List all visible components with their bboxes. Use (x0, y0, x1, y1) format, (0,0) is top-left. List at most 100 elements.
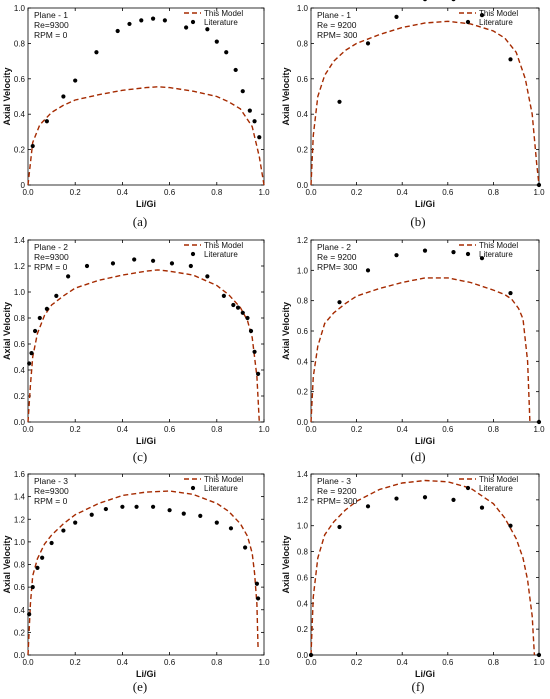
x-tick-label: 0.6 (164, 658, 176, 667)
x-tick-label: 0.0 (22, 658, 34, 667)
y-tick-label: 0.6 (14, 340, 26, 349)
annotation-text: RPM= 300 (317, 30, 358, 40)
annotation-text: RPM = 0 (34, 262, 68, 272)
y-tick-label: 0.8 (297, 297, 309, 306)
literature-point (61, 94, 66, 99)
x-tick-label: 0.2 (351, 658, 363, 667)
literature-point (423, 0, 427, 2)
literature-point (243, 545, 248, 550)
y-tick-label: 1.2 (14, 515, 26, 524)
y-tick-label: 1.0 (14, 288, 26, 297)
literature-point (508, 523, 513, 528)
literature-point (394, 14, 399, 19)
plot-frame (310, 7, 540, 186)
y-tick-label: 0.6 (297, 573, 309, 582)
chart-panel-e: 0.0 0.2 0.4 0.6 0.8 1.0 0.0 0.2 0.4 0.6 0.8 1.0 1.2 1… (2, 470, 270, 679)
y-axis-title: Axial Velocity (281, 302, 291, 360)
literature-point (252, 349, 257, 354)
chart-panel-a: 0.0 0.2 0.4 0.6 0.8 1.0 0 0.2 0.4 0.6 0.8 1.0 Li/Gi A… (2, 4, 270, 209)
y-tick-label: 0.4 (14, 606, 26, 615)
literature-point (422, 248, 428, 253)
y-tick-label: 0.0 (14, 418, 26, 427)
chart-panel-b: 0.0 0.2 0.4 0.6 0.8 1.0 0.0 0.2 0.4 0.6 0.8 1.0 Li/G… (281, 0, 545, 209)
literature-point (181, 511, 186, 516)
literature-point (536, 419, 542, 425)
legend-label: This Model (479, 241, 518, 250)
annotation-text: RPM = 0 (34, 496, 68, 506)
annotation-text: Re=9300 (34, 486, 69, 496)
chart-panel-f: 0.0 0.2 0.4 0.6 0.8 1.0 0.0 0.2 0.4 0.6 0.8 1.0 1.2 1… (281, 470, 545, 679)
literature-point (365, 268, 371, 273)
annotation-text: Re = 9200 (317, 486, 357, 496)
annotation-text: Re = 9200 (317, 20, 357, 30)
annotation-text: Plane - 1 (317, 10, 351, 20)
literature-point (451, 250, 456, 255)
y-tick-label: 1.0 (297, 4, 309, 13)
series-line-this-model (310, 479, 536, 656)
literature-point (254, 581, 260, 586)
legend-label: This Model (204, 9, 243, 18)
x-tick-label: 0.8 (211, 658, 223, 667)
x-tick-label: 1.0 (533, 658, 545, 667)
y-axis-title: Axial Velocity (2, 302, 12, 360)
literature-point (134, 504, 139, 509)
series-line-this-model (310, 20, 540, 186)
annotation-text: Re=9300 (34, 20, 69, 30)
x-tick-label: 0.6 (442, 188, 454, 197)
legend-label: Literature (479, 18, 513, 27)
literature-point (205, 27, 210, 32)
y-tick-label: 0.0 (297, 181, 309, 190)
literature-point (536, 652, 542, 658)
y-tick-label: 0.2 (297, 146, 309, 155)
y-tick-label: 1.0 (297, 522, 309, 531)
x-tick-label: 1.0 (258, 188, 270, 197)
x-axis-title: Li/Gi (136, 199, 156, 209)
literature-point (30, 143, 35, 149)
y-tick-label: 0.4 (297, 357, 309, 366)
literature-point (365, 504, 371, 509)
literature-point (150, 504, 156, 509)
legend-label: Literature (204, 18, 238, 27)
x-tick-label: 0.0 (305, 188, 317, 197)
literature-point (394, 253, 399, 258)
x-tick-label: 0.6 (164, 425, 176, 434)
literature-point (27, 612, 32, 617)
y-tick-label: 0.2 (297, 625, 309, 634)
annotation-text: RPM= 300 (317, 262, 358, 272)
literature-point (337, 300, 342, 305)
literature-point (150, 258, 156, 263)
x-tick-label: 0.2 (70, 658, 82, 667)
x-tick-label: 0.8 (488, 658, 500, 667)
legend-dot-swatch (465, 251, 471, 257)
panel-caption-a: (a) (132, 214, 148, 229)
y-tick-label: 0.0 (297, 418, 309, 427)
x-tick-label: 0.8 (211, 188, 223, 197)
y-tick-label: 0.0 (14, 651, 26, 660)
y-axis-title: Axial Velocity (2, 535, 12, 593)
literature-point (110, 261, 116, 266)
series-line-this-model (27, 86, 265, 186)
legend-dot-swatch (190, 19, 196, 25)
x-tick-label: 0.8 (211, 425, 223, 434)
y-axis-title: Axial Velocity (281, 67, 291, 125)
chart-panel-d: 0.0 0.2 0.4 0.6 0.8 1.0 0.0 0.2 0.4 0.6 0.8 1.0 1.2 L… (281, 236, 545, 446)
annotation-text: Plane - 1 (34, 10, 68, 20)
panel-caption-d: (d) (410, 449, 426, 464)
literature-point (479, 256, 485, 261)
literature-point (337, 524, 342, 530)
literature-point (240, 310, 245, 315)
legend-label: Literature (479, 484, 513, 493)
y-tick-label: 0.6 (297, 327, 309, 336)
literature-point (479, 505, 485, 510)
series-line-this-model (310, 277, 531, 423)
y-tick-label: 0.2 (14, 146, 26, 155)
literature-point (233, 67, 238, 73)
y-tick-label: 0.8 (297, 548, 309, 557)
y-tick-label: 0.2 (14, 392, 26, 401)
literature-point (29, 351, 34, 356)
panel-caption-b: (b) (410, 214, 426, 229)
literature-point (32, 328, 38, 334)
literature-point (365, 41, 371, 46)
x-tick-label: 0.6 (164, 188, 176, 197)
